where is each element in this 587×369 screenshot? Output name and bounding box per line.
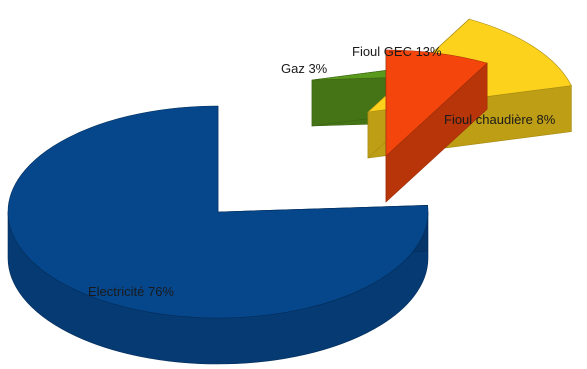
slice-label-fioul-gec: Fioul GEC 13% [352,44,442,59]
slice-label-gaz: Gaz 3% [281,61,328,76]
slice-label-fioul-chaudiere: Fioul chaudière 8% [444,112,556,127]
pie-slice-electricite [7,105,429,365]
slice-label-electricite: Electricité 76% [88,284,174,299]
pie-slice-fioul-chaudiere [385,49,488,203]
